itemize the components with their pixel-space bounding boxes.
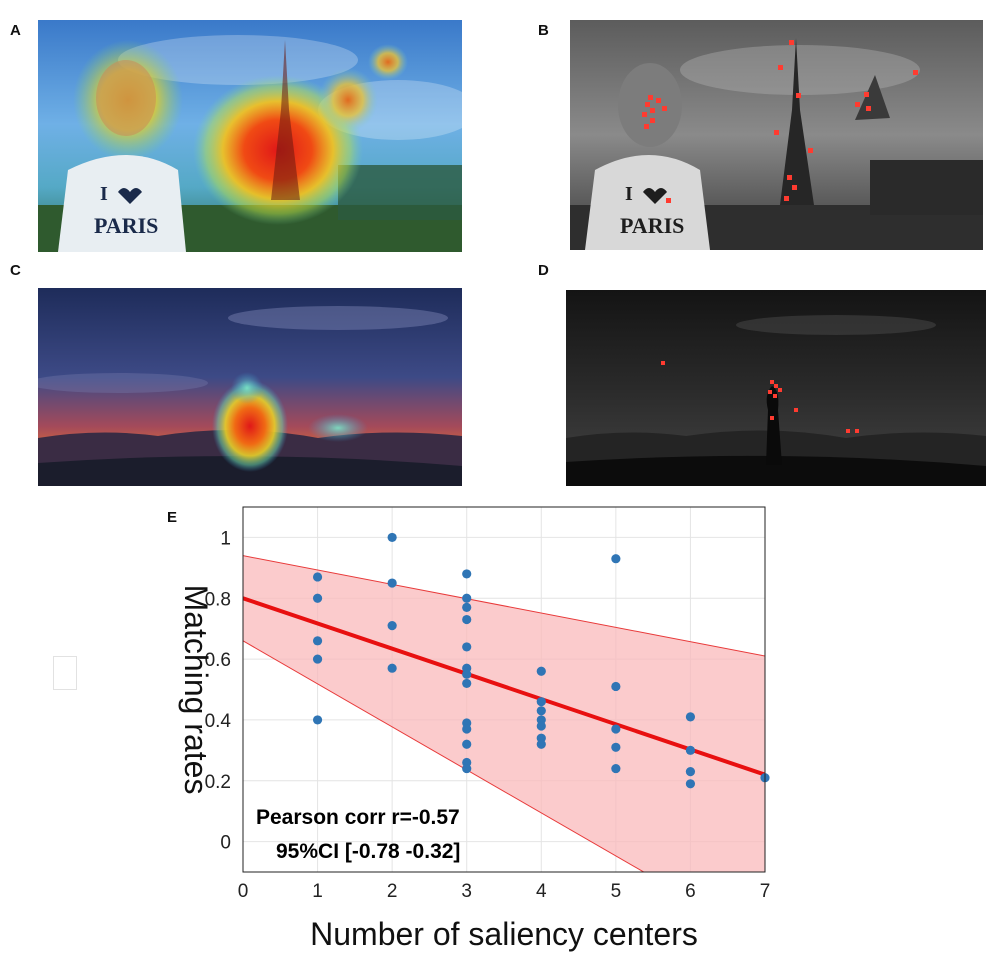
x-axis-title: Number of saliency centers bbox=[310, 916, 698, 952]
ci-band bbox=[243, 555, 765, 872]
data-point bbox=[462, 614, 472, 625]
data-point bbox=[462, 763, 472, 774]
data-point bbox=[312, 593, 323, 603]
data-point bbox=[536, 739, 546, 749]
x-tick-label: 4 bbox=[536, 881, 547, 902]
x-tick-label: 6 bbox=[685, 881, 696, 902]
fit-line-layer bbox=[243, 596, 765, 777]
y-tick-label: 0.8 bbox=[205, 589, 231, 610]
ci-annotation: 95%CI [-0.78 -0.32] bbox=[276, 840, 460, 863]
x-tick-label: 2 bbox=[387, 881, 398, 902]
empty-box bbox=[53, 656, 77, 690]
y-tick-labels: 0 0.2 0.4 0.6 0.8 1 bbox=[205, 528, 232, 853]
panel-b-fixation-image: I PARIS bbox=[570, 20, 983, 250]
data-point bbox=[462, 642, 472, 652]
data-point bbox=[462, 602, 472, 612]
x-tick-label: 7 bbox=[760, 881, 771, 902]
panel-d-fixation-markers bbox=[661, 361, 859, 433]
data-point bbox=[387, 621, 397, 631]
panel-label-b: B bbox=[538, 22, 549, 39]
data-point bbox=[387, 532, 397, 543]
ci-upper-edge bbox=[243, 555, 765, 657]
data-point bbox=[685, 745, 696, 755]
data-point bbox=[611, 763, 621, 774]
data-point bbox=[611, 724, 621, 734]
y-tick-label: 0.6 bbox=[205, 650, 231, 671]
data-points bbox=[312, 532, 770, 789]
data-point bbox=[312, 715, 323, 725]
data-point bbox=[387, 578, 397, 588]
panel-b-fixation-markers bbox=[642, 40, 918, 203]
panel-label-d: D bbox=[538, 262, 549, 279]
data-point bbox=[462, 739, 472, 749]
data-point bbox=[462, 593, 472, 603]
data-point bbox=[312, 572, 323, 582]
regression-line bbox=[243, 596, 765, 777]
data-point bbox=[312, 636, 323, 646]
data-point bbox=[611, 742, 621, 752]
ci-lower-edge bbox=[243, 640, 645, 872]
panel-label-a: A bbox=[10, 22, 21, 39]
x-tick-label: 5 bbox=[611, 881, 622, 902]
y-axis-title: Matching rates bbox=[178, 585, 214, 795]
data-point bbox=[536, 697, 546, 707]
data-point bbox=[536, 706, 546, 716]
data-point bbox=[685, 712, 696, 722]
x-tick-labels: 0 1 2 3 4 5 6 7 bbox=[238, 881, 771, 902]
panel-b-shirt-paris: PARIS bbox=[620, 213, 684, 238]
panel-b-shirt-i: I bbox=[625, 183, 633, 205]
data-point bbox=[685, 767, 696, 777]
data-point bbox=[462, 669, 472, 679]
panel-b-heart-icon bbox=[643, 188, 667, 204]
pearson-annotation: Pearson corr r=-0.57 bbox=[256, 806, 460, 829]
data-point bbox=[387, 663, 397, 673]
plot-frame bbox=[242, 506, 766, 873]
data-point bbox=[685, 779, 696, 789]
panel-d-fixation-image bbox=[566, 290, 986, 486]
panel-a-shirt-i: I bbox=[100, 183, 108, 205]
y-tick-label: 0.2 bbox=[205, 772, 231, 793]
data-point bbox=[462, 724, 472, 734]
panel-a-heatmap-image: I PARIS bbox=[38, 20, 462, 252]
panel-a-shirt-paris: PARIS bbox=[94, 213, 158, 238]
data-point bbox=[536, 666, 546, 676]
panel-label-c: C bbox=[10, 262, 21, 279]
data-point bbox=[462, 569, 472, 579]
panel-a-heart-icon bbox=[118, 188, 142, 204]
data-point bbox=[611, 681, 621, 692]
y-tick-label: 0 bbox=[220, 833, 231, 854]
x-tick-label: 3 bbox=[461, 881, 472, 902]
data-point bbox=[611, 554, 621, 564]
data-point bbox=[312, 654, 323, 664]
data-point bbox=[536, 721, 546, 731]
ci-band-layer bbox=[243, 555, 765, 872]
x-tick-label: 1 bbox=[312, 881, 323, 902]
panel-c-heatmap-image bbox=[38, 288, 462, 486]
data-point bbox=[462, 678, 472, 689]
y-tick-label: 0.4 bbox=[205, 711, 232, 732]
y-tick-label: 1 bbox=[220, 528, 231, 549]
panel-label-e: E bbox=[167, 509, 177, 526]
x-tick-label: 0 bbox=[238, 881, 249, 902]
